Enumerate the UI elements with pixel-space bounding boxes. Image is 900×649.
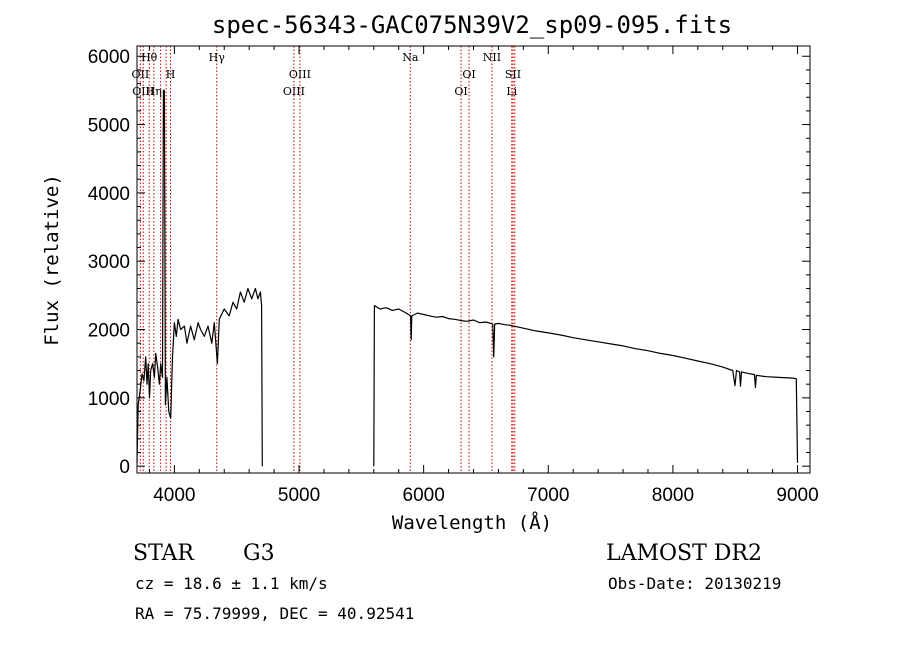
y-tick-label-5: 5000 [88, 116, 130, 137]
line-label-2: Hθ [141, 51, 158, 64]
object-class: STAR [133, 541, 195, 566]
x-tick-label-4: 8000 [652, 485, 694, 506]
line-label-7: Hγ [209, 51, 226, 64]
y-tick-label-0: 0 [119, 457, 130, 478]
y-axis-ticks: 0 1000 2000 3000 4000 5000 6000 [88, 47, 810, 478]
obs-date: Obs-Date: 20130219 [608, 574, 781, 593]
y-tick-label-2: 2000 [88, 321, 130, 342]
y-tick-label-6: 6000 [88, 47, 130, 68]
line-label-6: H [166, 68, 176, 81]
line-label-9: OIII [289, 68, 311, 81]
x-tick-label-2: 6000 [403, 485, 445, 506]
coordinates: RA = 75.79999, DEC = 40.92541 [135, 604, 414, 623]
line-label-14: Li [506, 85, 517, 98]
line-label-3: Hη [146, 85, 162, 98]
spectrum-series [136, 89, 799, 467]
survey-name: LAMOST DR2 [606, 541, 762, 566]
y-tick-label-1: 1000 [88, 389, 130, 410]
x-tick-label-0: 4000 [153, 485, 195, 506]
y-tick-label-3: 3000 [88, 252, 130, 273]
x-axis-label: Wavelength (Å) [392, 511, 552, 534]
x-tick-label-3: 7000 [527, 485, 569, 506]
chart-title: spec-56343-GAC075N39V2_sp09-095.fits [212, 11, 732, 39]
emission-line-labels: OII OIII Hθ Hη H Hγ OIII OIII Na OI OI NII Li SII [132, 51, 522, 98]
line-label-15: SII [505, 68, 521, 81]
spectrum-segment-1 [373, 305, 799, 467]
line-label-10: Na [402, 51, 419, 64]
emission-line-markers [139, 46, 516, 473]
x-tick-label-1: 5000 [278, 485, 320, 506]
plot-frame [136, 45, 811, 474]
line-label-0: OII [132, 68, 150, 81]
y-axis-label: Flux (relative) [41, 174, 63, 346]
y-tick-label-4: 4000 [88, 184, 130, 205]
line-label-8: OIII [283, 85, 305, 98]
redshift-value: cz = 18.6 ± 1.1 km/s [135, 574, 328, 593]
line-label-13: NII [483, 51, 501, 64]
line-label-12: OI [462, 68, 475, 81]
x-axis-ticks: 4000 5000 6000 7000 8000 9000 [148, 46, 819, 506]
x-tick-label-5: 9000 [776, 485, 818, 506]
subclass: G3 [243, 541, 275, 566]
line-label-11: OI [454, 85, 467, 98]
spectrum-segment-0 [136, 89, 263, 467]
line-label-1: OIII [132, 85, 154, 98]
